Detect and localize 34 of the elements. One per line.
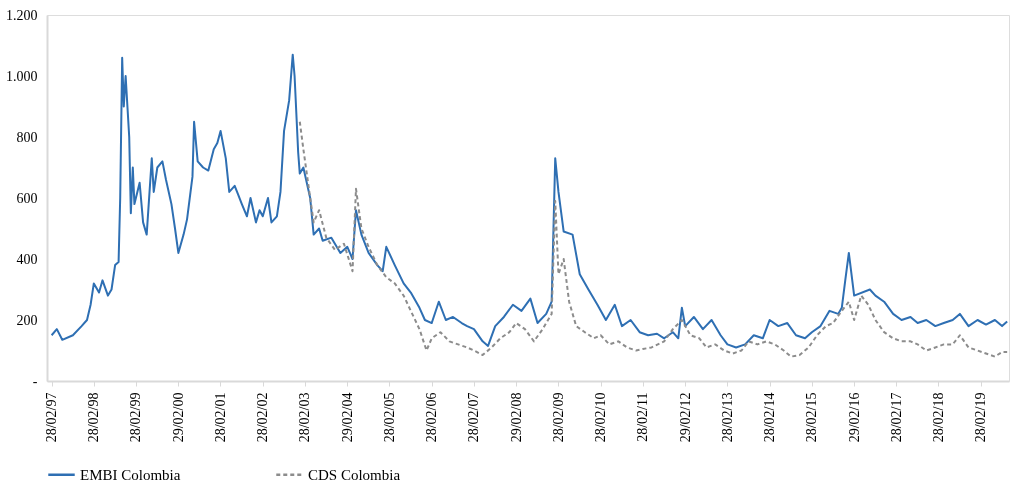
x-tick-label: 28/02/01: [212, 392, 228, 443]
x-tick-label: 28/02/03: [297, 392, 313, 443]
x-tick-label: 29/02/04: [339, 392, 355, 443]
x-tick-label: 28/02/98: [86, 392, 102, 443]
y-tick-label: 800: [16, 129, 38, 145]
x-tick-label: 28/02/14: [762, 392, 778, 443]
x-tick-label: 28/02/18: [930, 392, 946, 443]
legend-label: CDS Colombia: [308, 466, 401, 483]
x-tick-label: 29/02/00: [170, 392, 186, 443]
y-tick-label: 1.200: [6, 7, 38, 23]
x-tick-label: 28/02/15: [804, 392, 820, 443]
x-tick-label: 28/02/19: [973, 392, 989, 443]
x-tick-label: 28/02/97: [44, 392, 60, 443]
legend-label: EMBI Colombia: [80, 466, 181, 483]
line-series: [50, 53, 1009, 349]
x-tick-label: 28/02/99: [128, 392, 144, 443]
x-tick-label: 28/02/02: [255, 392, 271, 443]
x-tick-label: 28/02/17: [888, 392, 904, 443]
x-tick-label: 28/02/07: [466, 392, 482, 443]
y-tick-label: 600: [16, 190, 38, 206]
x-tick-label: 28/02/05: [381, 392, 397, 443]
x-tick-label: 28/02/09: [550, 392, 566, 443]
y-tick-label: 400: [16, 251, 38, 267]
x-tick-label: 29/02/08: [508, 392, 524, 443]
line-series: [298, 120, 1009, 358]
y-tick-label: 1.000: [6, 68, 38, 84]
y-tick-label: -: [32, 373, 38, 389]
x-tick-label: 28/02/10: [593, 392, 609, 443]
x-tick-label: 28/02/13: [719, 392, 735, 443]
x-tick-label: 29/02/12: [677, 392, 693, 443]
x-tick-label: 29/02/16: [846, 392, 862, 443]
x-tick-label: 28/02/06: [424, 392, 440, 443]
x-tick-label: 28/02/11: [635, 392, 651, 442]
y-tick-label: 200: [16, 312, 38, 328]
